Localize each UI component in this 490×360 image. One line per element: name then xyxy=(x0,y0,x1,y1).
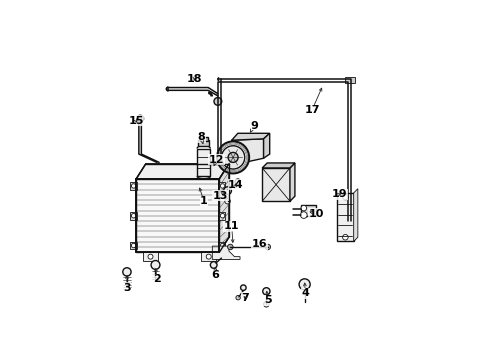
Circle shape xyxy=(206,254,211,259)
Bar xyxy=(130,212,137,220)
Circle shape xyxy=(301,205,307,211)
Text: 10: 10 xyxy=(309,209,324,219)
Circle shape xyxy=(223,187,231,194)
Circle shape xyxy=(220,243,225,248)
Circle shape xyxy=(214,98,222,105)
Circle shape xyxy=(263,288,270,295)
Circle shape xyxy=(131,243,136,248)
Bar xyxy=(130,182,137,190)
Circle shape xyxy=(235,179,241,185)
Text: 5: 5 xyxy=(264,296,271,305)
Circle shape xyxy=(227,244,233,250)
Text: 9: 9 xyxy=(250,121,258,131)
Text: 1: 1 xyxy=(200,196,208,206)
Circle shape xyxy=(210,262,217,268)
Text: 11: 11 xyxy=(224,221,240,231)
Text: 4: 4 xyxy=(301,288,309,298)
Circle shape xyxy=(217,141,249,174)
Text: 14: 14 xyxy=(228,180,244,190)
Circle shape xyxy=(123,268,131,276)
Polygon shape xyxy=(136,164,229,179)
Polygon shape xyxy=(219,164,229,252)
Text: 6: 6 xyxy=(211,270,219,280)
Circle shape xyxy=(220,184,225,188)
Polygon shape xyxy=(232,139,264,165)
Polygon shape xyxy=(212,246,240,260)
Polygon shape xyxy=(264,133,270,158)
Polygon shape xyxy=(354,189,358,242)
Circle shape xyxy=(343,234,348,240)
Bar xyxy=(219,182,225,190)
Circle shape xyxy=(221,146,245,169)
Bar xyxy=(301,205,316,216)
Bar xyxy=(201,252,217,261)
Circle shape xyxy=(346,217,353,224)
Circle shape xyxy=(264,302,269,307)
Text: 2: 2 xyxy=(153,274,161,284)
Text: 13: 13 xyxy=(213,191,228,201)
Circle shape xyxy=(225,198,230,204)
Bar xyxy=(136,179,219,252)
Bar xyxy=(200,138,208,141)
Bar xyxy=(219,242,225,249)
Text: 18: 18 xyxy=(187,74,202,84)
Circle shape xyxy=(220,213,225,218)
Bar xyxy=(262,168,290,201)
Circle shape xyxy=(265,244,270,250)
Bar xyxy=(337,193,354,242)
Polygon shape xyxy=(290,163,295,201)
Bar xyxy=(219,212,225,220)
Circle shape xyxy=(299,279,310,290)
Text: 15: 15 xyxy=(128,116,144,126)
Circle shape xyxy=(343,194,348,200)
Text: 12: 12 xyxy=(209,155,224,165)
Bar xyxy=(197,149,210,176)
Circle shape xyxy=(131,213,136,218)
Circle shape xyxy=(236,296,240,300)
Circle shape xyxy=(131,184,136,188)
Polygon shape xyxy=(232,133,270,140)
Text: 17: 17 xyxy=(304,105,320,115)
Text: 16: 16 xyxy=(252,239,267,249)
Circle shape xyxy=(300,212,307,219)
Circle shape xyxy=(241,285,246,291)
Text: 3: 3 xyxy=(123,283,131,293)
Text: 7: 7 xyxy=(241,293,249,303)
Circle shape xyxy=(137,115,144,122)
Circle shape xyxy=(228,152,238,162)
Text: 19: 19 xyxy=(332,189,347,199)
Bar xyxy=(345,77,355,82)
Text: 8: 8 xyxy=(197,132,205,143)
Bar xyxy=(143,252,158,261)
Circle shape xyxy=(148,254,153,259)
Circle shape xyxy=(151,261,160,269)
Polygon shape xyxy=(262,163,295,168)
Bar xyxy=(130,242,137,249)
Bar xyxy=(198,140,209,146)
